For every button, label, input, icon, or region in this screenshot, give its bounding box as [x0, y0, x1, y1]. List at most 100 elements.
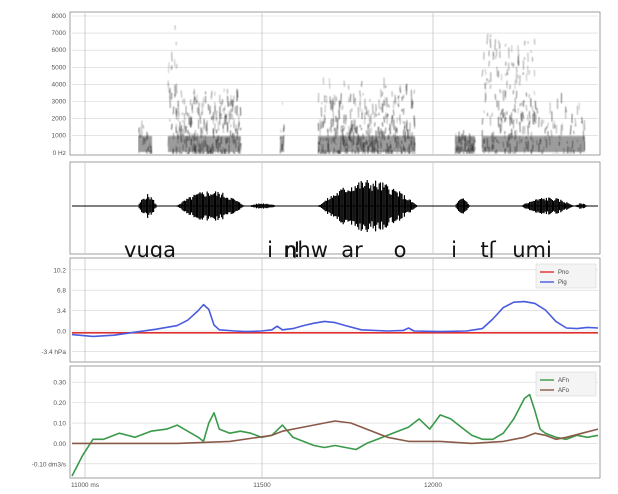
phonetic-separator: ! [293, 238, 301, 262]
spectrogram-low-band [505, 136, 535, 152]
spectrogram-mark [507, 151, 510, 155]
spectrogram-mark [402, 95, 405, 99]
spectrogram-mark [517, 45, 520, 56]
time-tick-label: 11500 [253, 482, 271, 489]
spectrogram-mark [325, 95, 328, 99]
spectrogram-mark [481, 118, 484, 125]
spectrogram-mark [341, 105, 344, 110]
spectrogram-mark [183, 126, 186, 135]
spectrogram-mark [533, 90, 536, 95]
spectrogram-mark [488, 79, 490, 84]
spectrogram-mark [381, 122, 384, 127]
y-tick-label: -0.10 dm3/s [32, 461, 67, 468]
spectrogram-mark [530, 50, 532, 54]
spectrogram-mark [188, 113, 191, 120]
frequency-tick-label: 7000 [52, 30, 67, 37]
y-tick-label: 0.20 [53, 400, 66, 407]
spectrogram-mark [582, 123, 585, 131]
airflow-panel: 0.30 0.20 0.10 0.00 -0.10 dm3/s AFn AFo [32, 365, 601, 479]
y-tick-label: 3.4 [57, 308, 66, 315]
spectrogram-low-band [535, 136, 585, 152]
airflow-series [71, 393, 599, 477]
time-tick-label: 12000 [424, 482, 442, 489]
spectrogram-mark [489, 84, 492, 89]
frequency-tick-label: 6000 [52, 47, 67, 54]
spectrogram-mark [384, 127, 387, 134]
spectrogram-mark [413, 89, 416, 94]
waveform-signal [138, 180, 588, 232]
spectrogram-mark [365, 106, 368, 115]
spectrogram-mark [368, 119, 371, 122]
pressure-y-ticks: 10.2 6.8 3.4 0.0 -3.4 hPa [41, 267, 66, 356]
spectrogram-mark [494, 39, 496, 50]
spectrogram-mark [525, 92, 528, 97]
spectrogram-mark [514, 97, 517, 104]
phonetic-segment: o [394, 238, 407, 262]
spectrogram-mark [167, 82, 170, 92]
spectrogram-mark [181, 128, 184, 136]
spectrogram-mark [483, 110, 485, 114]
spectrogram-mark [391, 115, 393, 124]
spectrogram-mark [220, 113, 223, 117]
spectrogram-mark [328, 78, 331, 89]
series-line-afn [71, 393, 599, 477]
spectrogram-mark [484, 68, 487, 75]
spectrogram-mark [352, 123, 355, 131]
spectrogram-mark [506, 80, 508, 85]
spectrogram-mark [324, 119, 326, 124]
spectrogram-mark [512, 123, 515, 129]
spectrogram-mark [323, 114, 326, 121]
spectrogram-mark [231, 104, 234, 112]
spectrogram-mark [542, 119, 545, 124]
pressure-legend: Pno Pig [535, 263, 597, 289]
spectrogram-low-band [280, 136, 284, 152]
pressure-panel: 10.2 6.8 3.4 0.0 -3.4 hPa Pno Pig [41, 257, 601, 363]
spectrogram-mark [365, 130, 368, 135]
y-tick-label: 10.2 [53, 267, 66, 274]
frequency-tick-label: 8000 [52, 13, 67, 20]
spectrogram-frequency-ticks: 8000 7000 6000 5000 4000 3000 2000 1000 0 Hz [52, 13, 67, 157]
spectrogram-mark [384, 112, 387, 119]
spectrogram-mark [320, 121, 323, 129]
airflow-frame [69, 365, 601, 479]
frequency-tick-label: 5000 [52, 64, 67, 71]
spectrogram-mark [215, 110, 218, 122]
phonetic-segment: i [451, 238, 457, 262]
spectrogram-mark [500, 109, 503, 115]
frequency-tick-label: 1000 [52, 133, 67, 140]
spectrogram-mark [210, 90, 213, 100]
spectrogram-mark [504, 117, 507, 122]
spectrogram-mark [282, 126, 285, 133]
spectrogram-mark [338, 109, 340, 120]
spectrogram-energy [137, 24, 586, 155]
spectrogram-mark [512, 63, 515, 68]
spectrogram-mark [330, 120, 333, 128]
spectrogram-mark [180, 90, 183, 98]
y-tick-label: 0.10 [53, 421, 66, 428]
spectrogram-mark [183, 98, 186, 105]
spectrogram-low-band [168, 136, 176, 152]
spectrogram-mark [388, 104, 390, 108]
spectrogram-mark [212, 111, 214, 121]
spectrogram-mark [536, 107, 538, 114]
spectrogram-mark [522, 126, 524, 135]
spectrogram-mark [234, 129, 237, 134]
legend-label: Pig [558, 280, 567, 286]
spectrogram-mark [411, 152, 414, 155]
phonetic-segment: n [283, 238, 296, 262]
spectrogram-mark [174, 94, 176, 98]
spectrogram-mark [354, 97, 357, 102]
spectrogram-mark [499, 89, 502, 94]
spectrogram-mark [180, 125, 183, 133]
spectrogram-mark [512, 119, 515, 125]
spectrogram-mark [573, 130, 575, 135]
spectrogram-low-band [138, 136, 152, 152]
y-tick-label: 0.0 [57, 329, 66, 336]
spectrogram-mark [214, 91, 216, 96]
spectrogram-mark [231, 114, 234, 121]
spectrogram-mark [341, 125, 344, 128]
spectrogram-mark [522, 72, 525, 75]
airflow-legend: AFn AFo [535, 371, 597, 397]
waveform-grid [84, 163, 434, 253]
